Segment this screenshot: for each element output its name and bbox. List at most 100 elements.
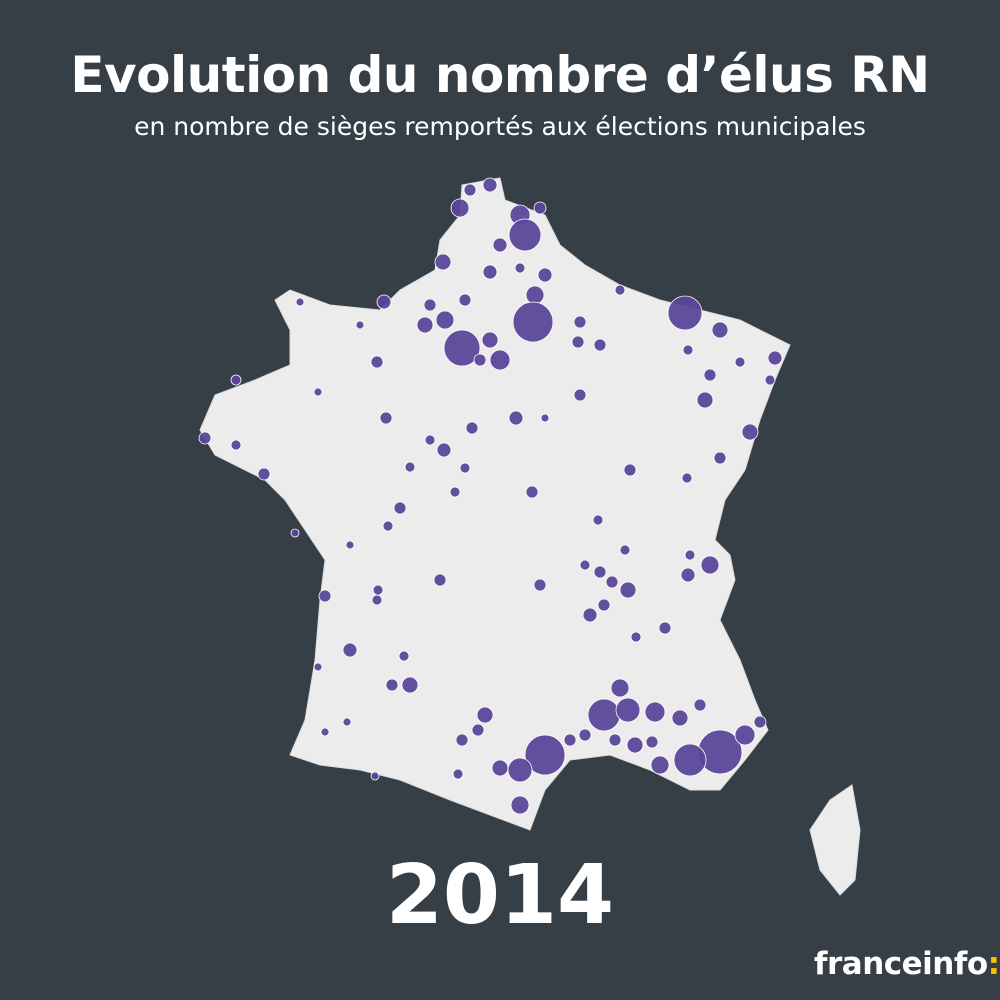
seat-bubble bbox=[424, 434, 436, 446]
seat-bubble bbox=[449, 486, 461, 498]
seat-bubble bbox=[290, 528, 300, 538]
seat-bubble bbox=[764, 374, 776, 386]
seat-bubble bbox=[753, 715, 767, 729]
seat-bubble bbox=[658, 621, 672, 635]
seat-bubble bbox=[482, 264, 498, 280]
seat-bubble bbox=[650, 755, 670, 775]
seat-bubble bbox=[492, 237, 508, 253]
seat-bubble bbox=[682, 344, 694, 356]
year-label: 2014 bbox=[385, 848, 615, 943]
seat-bubble bbox=[471, 723, 485, 737]
corsica-shape bbox=[809, 784, 861, 896]
seat-bubble bbox=[578, 728, 592, 742]
seat-bubble bbox=[713, 451, 727, 465]
seat-bubble bbox=[537, 267, 553, 283]
seat-bubble bbox=[533, 578, 547, 592]
seat-bubble bbox=[458, 293, 472, 307]
seat-bubble bbox=[491, 759, 509, 777]
chart-title: Evolution du nombre d’élus RN bbox=[70, 46, 930, 104]
seat-bubble bbox=[342, 717, 352, 727]
seat-bubble bbox=[455, 733, 469, 747]
seat-bubble bbox=[767, 350, 783, 366]
seat-bubble bbox=[398, 650, 410, 662]
franceinfo-logo: franceinfo: bbox=[814, 946, 1000, 982]
seat-bubble bbox=[741, 423, 759, 441]
seat-bubble bbox=[508, 410, 524, 426]
seat-bubble bbox=[512, 301, 554, 343]
seat-bubble bbox=[514, 262, 526, 274]
seat-bubble bbox=[533, 201, 547, 215]
seat-bubble bbox=[579, 559, 591, 571]
seat-bubble bbox=[342, 642, 358, 658]
seat-bubble bbox=[608, 733, 622, 747]
seat-bubble bbox=[313, 662, 323, 672]
seat-bubble bbox=[684, 549, 696, 561]
seat-bubble bbox=[693, 698, 707, 712]
chart-subtitle: en nombre de sièges remportés aux électi… bbox=[134, 112, 866, 141]
mainland-france-shape bbox=[199, 177, 791, 831]
logo-colon: : bbox=[987, 946, 1000, 982]
seat-bubble bbox=[667, 295, 703, 331]
seat-bubble bbox=[573, 315, 587, 329]
seat-bubble bbox=[423, 298, 437, 312]
seat-bubble bbox=[524, 734, 566, 776]
seat-bubble bbox=[671, 709, 689, 727]
seat-bubble bbox=[597, 598, 611, 612]
seat-bubble bbox=[370, 355, 384, 369]
seat-bubble bbox=[318, 589, 332, 603]
seat-bubble bbox=[696, 391, 714, 409]
seat-bubble bbox=[459, 462, 471, 474]
seat-bubble bbox=[401, 676, 419, 694]
seat-bubble bbox=[619, 581, 637, 599]
seat-bubble bbox=[376, 294, 392, 310]
seat-bubble bbox=[463, 183, 477, 197]
seat-bubble bbox=[700, 555, 720, 575]
seat-bubble bbox=[489, 349, 511, 371]
logo-text: franceinfo bbox=[814, 946, 988, 982]
seat-bubble bbox=[198, 431, 212, 445]
seat-bubble bbox=[385, 678, 399, 692]
seat-bubble bbox=[345, 540, 355, 550]
seat-bubble bbox=[355, 320, 365, 330]
seat-bubble bbox=[404, 461, 416, 473]
seat-bubble bbox=[571, 335, 585, 349]
seat-bubble bbox=[680, 567, 696, 583]
seat-bubble bbox=[593, 338, 607, 352]
seat-bubble bbox=[370, 771, 380, 781]
seat-bubbles bbox=[198, 177, 783, 815]
seat-bubble bbox=[610, 678, 630, 698]
seat-bubble bbox=[592, 514, 604, 526]
seat-bubble bbox=[626, 736, 644, 754]
seat-bubble bbox=[734, 724, 756, 746]
seat-bubble bbox=[230, 439, 242, 451]
seat-bubble bbox=[525, 285, 545, 305]
seat-bubble bbox=[452, 768, 464, 780]
seat-bubble bbox=[230, 374, 242, 386]
seat-bubble bbox=[433, 573, 447, 587]
seat-bubble bbox=[476, 706, 494, 724]
seat-bubble bbox=[443, 329, 481, 367]
seat-bubble bbox=[619, 544, 631, 556]
seat-bubble bbox=[434, 253, 452, 271]
seat-bubble bbox=[435, 310, 455, 330]
seat-bubble bbox=[481, 331, 499, 349]
seat-bubble bbox=[587, 698, 621, 732]
seat-bubble bbox=[630, 631, 642, 643]
seat-bubble bbox=[473, 353, 487, 367]
seat-bubble bbox=[257, 467, 271, 481]
seat-bubble bbox=[563, 733, 577, 747]
seat-bubble bbox=[681, 472, 693, 484]
seat-bubble bbox=[450, 198, 470, 218]
seat-bubble bbox=[372, 584, 384, 596]
seat-bubble bbox=[623, 463, 637, 477]
seat-bubble bbox=[510, 795, 530, 815]
seat-bubble bbox=[320, 727, 330, 737]
seat-bubble bbox=[507, 757, 533, 783]
seat-bubble bbox=[313, 387, 323, 397]
seat-bubble bbox=[371, 594, 383, 606]
seat-bubble bbox=[593, 565, 607, 579]
seat-bubble bbox=[540, 413, 550, 423]
seat-bubble bbox=[482, 177, 498, 193]
seat-bubble bbox=[644, 701, 666, 723]
